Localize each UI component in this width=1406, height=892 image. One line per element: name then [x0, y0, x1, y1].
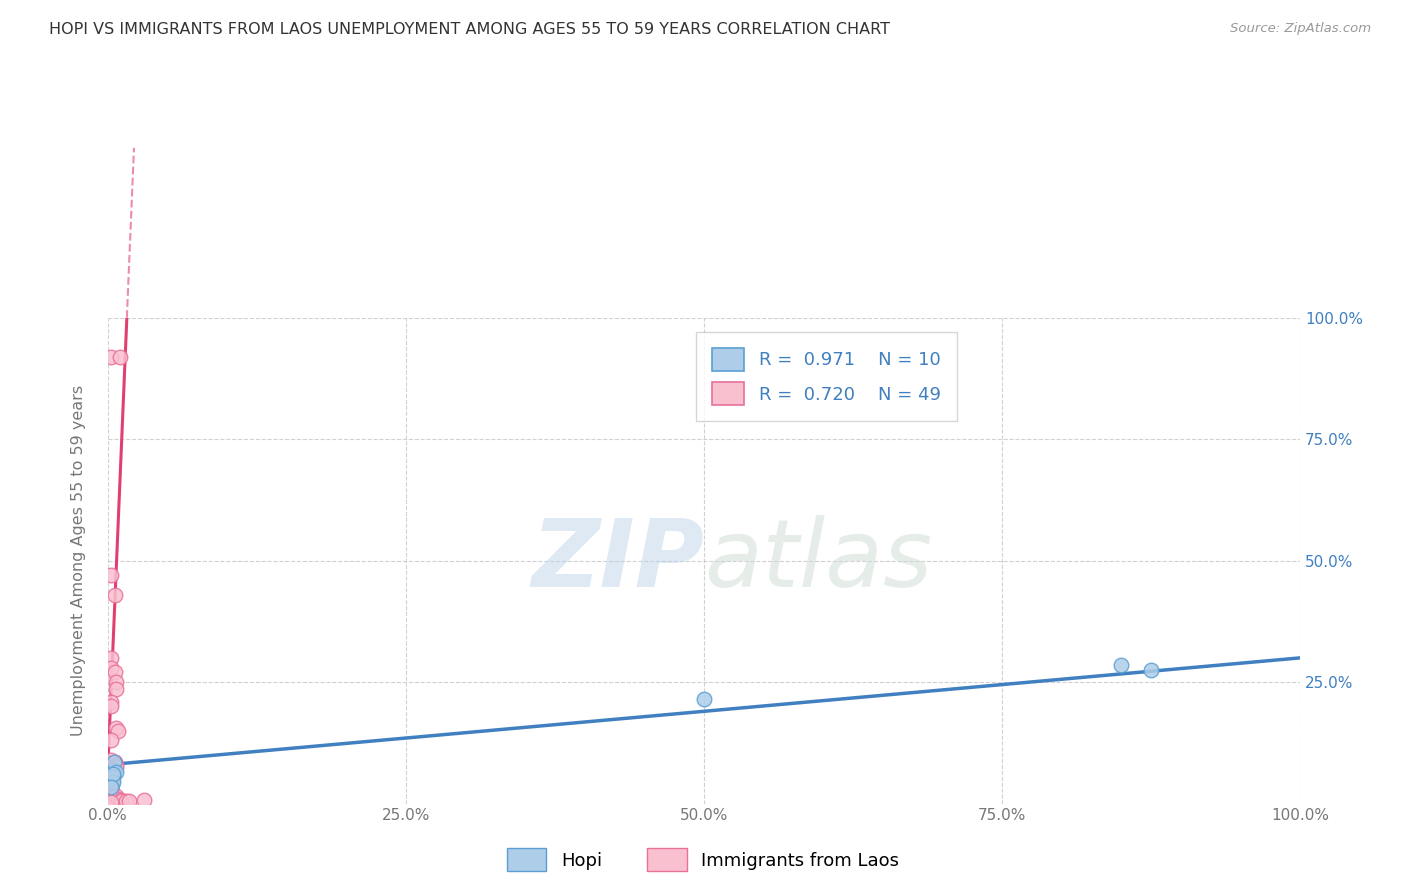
- Point: [100, 785, 122, 799]
- Point: [100, 783, 122, 797]
- Point: [105, 789, 128, 804]
- Point: [1109, 658, 1132, 673]
- Point: [118, 794, 141, 808]
- Point: [100, 788, 122, 802]
- Point: [100, 782, 122, 797]
- Point: [105, 682, 128, 697]
- Point: [100, 733, 122, 747]
- Point: [108, 350, 131, 364]
- Point: [100, 568, 122, 582]
- Point: [101, 767, 124, 781]
- Point: [100, 753, 122, 767]
- Point: [105, 675, 128, 690]
- Point: [107, 723, 129, 738]
- Point: [100, 699, 122, 714]
- Point: [100, 350, 122, 364]
- Point: [105, 760, 128, 774]
- Point: [100, 791, 122, 805]
- Text: Source: ZipAtlas.com: Source: ZipAtlas.com: [1230, 22, 1371, 36]
- Legend: Hopi, Immigrants from Laos: Hopi, Immigrants from Laos: [499, 841, 907, 879]
- Point: [100, 787, 122, 801]
- Point: [105, 765, 128, 780]
- Point: [103, 756, 125, 770]
- Point: [100, 780, 122, 794]
- Point: [100, 660, 122, 674]
- Point: [101, 770, 124, 784]
- Point: [132, 793, 155, 807]
- Legend: R =  0.971    N = 10, R =  0.720    N = 49: R = 0.971 N = 10, R = 0.720 N = 49: [696, 332, 957, 421]
- Point: [100, 774, 122, 789]
- Point: [103, 763, 125, 777]
- Point: [105, 722, 128, 736]
- Y-axis label: Unemployment Among Ages 55 to 59 years: Unemployment Among Ages 55 to 59 years: [72, 385, 86, 736]
- Point: [100, 763, 122, 777]
- Point: [100, 780, 122, 795]
- Point: [100, 768, 122, 782]
- Point: [1140, 663, 1163, 677]
- Point: [100, 651, 122, 665]
- Point: [100, 777, 122, 791]
- Point: [100, 776, 122, 790]
- Point: [105, 757, 128, 772]
- Point: [110, 794, 132, 808]
- Point: [107, 791, 129, 805]
- Point: [100, 773, 122, 788]
- Point: [100, 770, 122, 784]
- Point: [100, 790, 122, 805]
- Point: [104, 588, 127, 602]
- Point: [101, 774, 124, 789]
- Point: [100, 695, 122, 709]
- Point: [100, 795, 122, 809]
- Point: [104, 665, 127, 680]
- Point: [100, 767, 122, 781]
- Point: [100, 765, 122, 780]
- Text: ZIP: ZIP: [531, 515, 704, 607]
- Point: [104, 756, 127, 770]
- Point: [100, 793, 122, 807]
- Point: [100, 784, 122, 798]
- Point: [100, 789, 122, 804]
- Point: [100, 772, 122, 787]
- Point: [100, 778, 122, 792]
- Point: [693, 692, 716, 706]
- Point: [110, 793, 132, 807]
- Point: [114, 794, 136, 808]
- Text: HOPI VS IMMIGRANTS FROM LAOS UNEMPLOYMENT AMONG AGES 55 TO 59 YEARS CORRELATION : HOPI VS IMMIGRANTS FROM LAOS UNEMPLOYMEN…: [49, 22, 890, 37]
- Text: atlas: atlas: [704, 516, 932, 607]
- Point: [100, 780, 122, 794]
